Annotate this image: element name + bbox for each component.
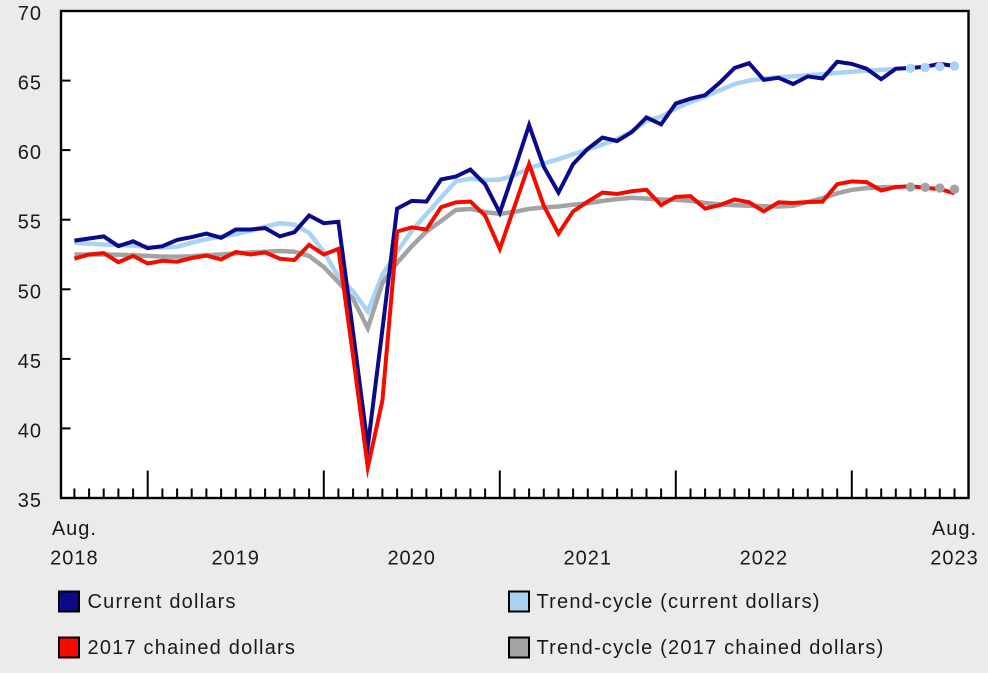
svg-text:2018: 2018 (50, 548, 99, 570)
svg-text:Aug.: Aug. (52, 518, 97, 540)
svg-text:60: 60 (18, 142, 42, 164)
svg-text:2021: 2021 (564, 548, 613, 570)
svg-text:2020: 2020 (387, 548, 436, 570)
svg-text:Trend-cycle (current dollars): Trend-cycle (current dollars) (537, 591, 821, 613)
svg-text:Trend-cycle (2017 chained doll: Trend-cycle (2017 chained dollars) (537, 637, 885, 659)
svg-text:50: 50 (18, 281, 42, 303)
svg-text:2017 chained dollars: 2017 chained dollars (88, 637, 297, 659)
svg-text:2023: 2023 (930, 548, 979, 570)
svg-text:2022: 2022 (740, 548, 789, 570)
svg-text:55: 55 (18, 212, 42, 234)
svg-text:65: 65 (18, 73, 42, 95)
svg-text:40: 40 (18, 420, 42, 442)
svg-text:35: 35 (18, 490, 42, 512)
svg-text:45: 45 (18, 351, 42, 373)
svg-text:70: 70 (18, 3, 42, 25)
svg-text:Current dollars: Current dollars (88, 591, 237, 613)
svg-text:2019: 2019 (211, 548, 260, 570)
svg-text:Aug.: Aug. (932, 518, 977, 540)
